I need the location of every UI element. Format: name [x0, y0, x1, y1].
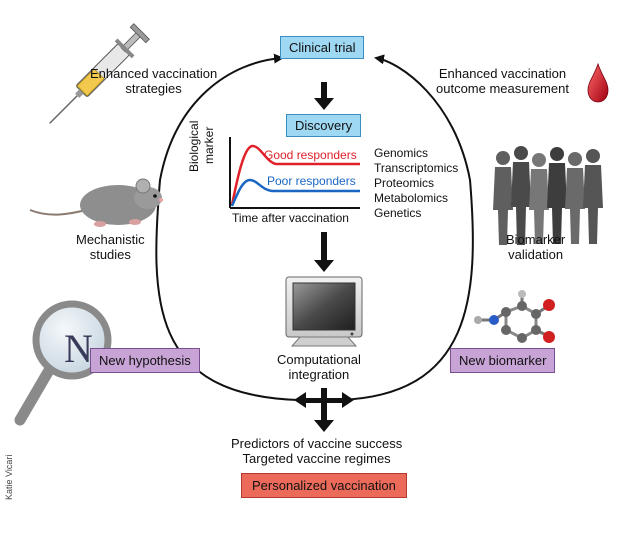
new-hypothesis-box: New hypothesis	[90, 348, 200, 373]
enhanced-strategies-label: Enhanced vaccination strategies	[90, 66, 218, 96]
response-chart	[229, 137, 360, 209]
clinical-trial-box: Clinical trial	[280, 36, 365, 59]
artist-credit: Katie Vicari	[4, 454, 14, 500]
computational-integration-label: Computational integration	[277, 352, 361, 382]
predictors-label: Predictors of vaccine success Targeted va…	[231, 436, 403, 466]
computer-monitor-icon	[285, 276, 363, 347]
poor-responders-curve	[230, 178, 360, 207]
omics-item: Transcriptomics	[374, 161, 459, 175]
chart-y-label-line2: marker	[202, 126, 216, 164]
omics-item: Genetics	[374, 206, 422, 220]
people-silhouettes-icon	[493, 146, 603, 245]
cycle-arc-left	[155, 53, 299, 401]
syringe-icon	[49, 23, 150, 124]
cycle-arc-right	[339, 54, 474, 401]
enhanced-outcome-label: Enhanced vaccination outcome measurement	[436, 66, 569, 96]
new-biomarker-box: New biomarker	[450, 348, 556, 373]
magnifier-letter: N	[64, 326, 93, 371]
arrow-discovery-to-computational	[314, 232, 334, 272]
mechanistic-studies-label: Mechanistic studies	[76, 232, 145, 262]
poor-responders-label: Poor responders	[267, 174, 356, 188]
omics-item: Genomics	[374, 146, 429, 160]
good-responders-label: Good responders	[264, 148, 357, 162]
omics-item: Metabolomics	[374, 191, 449, 205]
omics-list: Genomics Transcriptomics Proteomics Meta…	[374, 146, 458, 221]
blood-drop-icon	[587, 62, 609, 103]
arrow-trial-to-discovery	[314, 82, 334, 110]
chart-y-label-line1: Biological	[187, 120, 201, 172]
arrow-cross-junction	[294, 388, 354, 432]
discovery-box: Discovery	[286, 114, 362, 137]
personalized-vaccination-box: Personalized vaccination	[241, 473, 407, 498]
molecule-icon	[474, 290, 555, 343]
omics-item: Proteomics	[374, 176, 435, 190]
biomarker-validation-label: Biomarker validation	[506, 232, 566, 262]
mouse-icon	[29, 178, 163, 227]
chart-x-label: Time after vaccination	[232, 211, 349, 225]
good-responders-curve	[230, 144, 360, 206]
